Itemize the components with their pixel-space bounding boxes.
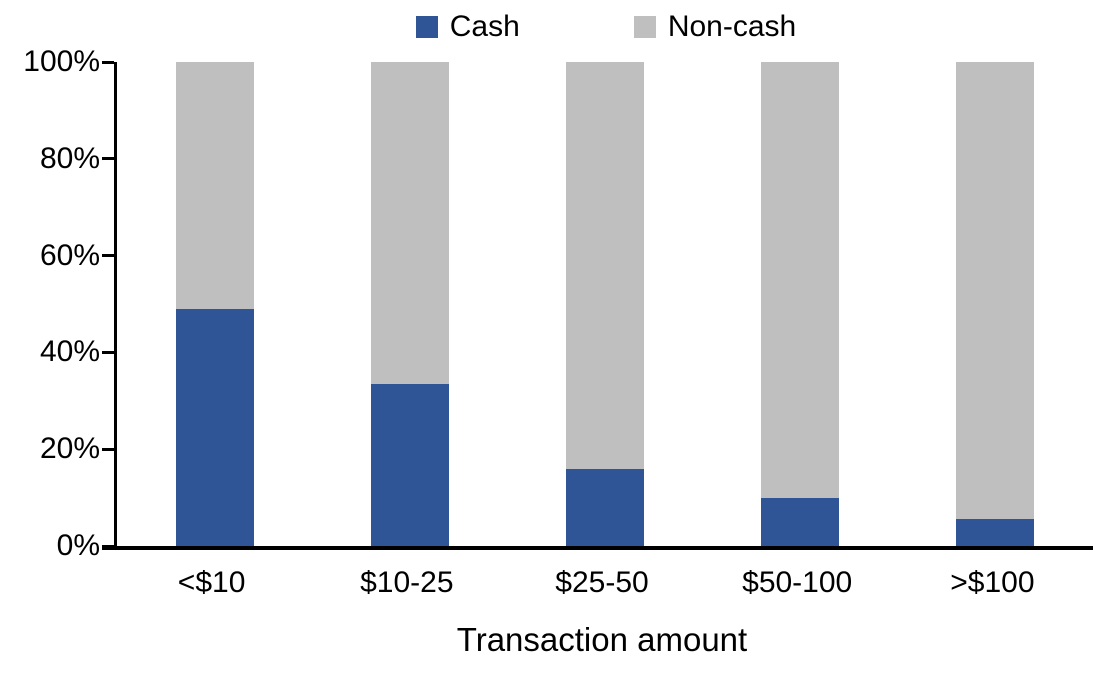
y-axis-labels: 0% 20% 40% 60% 80% 100% [0, 47, 100, 561]
x-axis-labels: <$10 $10-25 $25-50 $50-100 >$100 [114, 566, 1090, 606]
legend-label: Non-cash [667, 10, 797, 43]
y-axis-tick [102, 447, 114, 451]
legend-item-non-cash: Non-cash [633, 10, 797, 43]
y-axis-tick [102, 254, 114, 258]
y-axis-tick-label: 80% [39, 141, 100, 175]
bar-segment-non-cash [175, 62, 254, 309]
stacked-bar [370, 62, 449, 546]
x-axis-tick-label: $50-100 [742, 566, 853, 599]
y-axis-tick-label: 60% [39, 238, 100, 272]
y-axis-tick [102, 157, 114, 161]
x-axis-tick-label: >$100 [950, 566, 1035, 599]
legend-item-cash: Cash [415, 10, 520, 43]
x-axis-tick-label: <$10 [177, 566, 246, 599]
bar-segment-non-cash [370, 62, 449, 384]
legend-swatch-icon [633, 15, 656, 38]
legend-label: Cash [449, 10, 520, 43]
y-axis-tick [102, 544, 114, 548]
y-axis-tick [102, 350, 114, 354]
plot-area [102, 60, 1093, 550]
y-axis-tick [102, 60, 114, 64]
stacked-bar [761, 62, 840, 546]
y-axis-tick-label: 100% [23, 45, 100, 78]
bar-segment-cash [370, 383, 449, 546]
bar-segment-non-cash [566, 62, 644, 469]
y-axis-tick-label: 20% [39, 432, 100, 466]
bar-segment-cash [175, 308, 254, 546]
bar-segment-non-cash [761, 62, 840, 498]
x-axis-tick-label: $25-50 [555, 566, 649, 599]
x-axis-tick-label: $10-25 [360, 566, 454, 599]
legend: Cash Non-cash [0, 10, 1102, 43]
y-axis-tick-label: 0% [56, 529, 100, 562]
stacked-bar [956, 62, 1035, 546]
y-axis-tick-label: 40% [39, 335, 100, 369]
stacked-bar [175, 62, 254, 546]
bar-segment-non-cash [956, 62, 1035, 520]
bar-segment-cash [761, 497, 840, 546]
bar-segment-cash [956, 519, 1035, 546]
x-axis-title: Transaction amount [456, 621, 748, 658]
x-axis-line [102, 546, 1093, 550]
bar-segment-cash [566, 468, 644, 546]
stacked-bar [566, 62, 644, 546]
legend-swatch-icon [415, 15, 438, 38]
